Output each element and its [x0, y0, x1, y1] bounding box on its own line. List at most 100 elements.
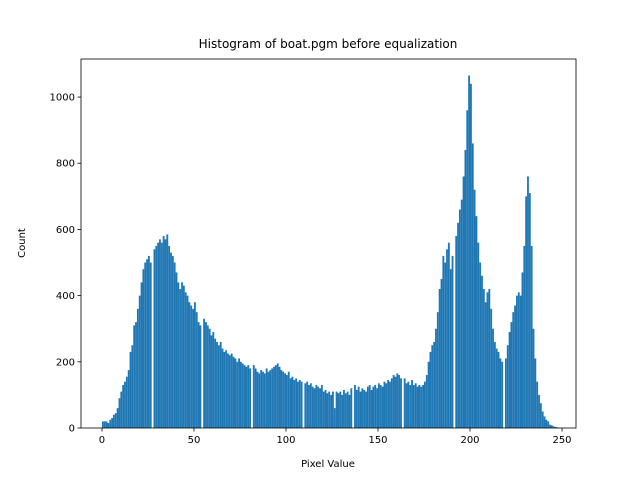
bar [113, 414, 115, 428]
bar [506, 345, 509, 428]
bar [438, 289, 441, 428]
bar [523, 245, 526, 428]
bar [142, 269, 145, 428]
bar [400, 378, 402, 428]
bar [416, 386, 419, 428]
bar [273, 366, 275, 428]
bar [219, 341, 222, 428]
bar [181, 282, 183, 428]
bar [333, 408, 336, 428]
bar [475, 216, 478, 428]
bar [427, 361, 430, 428]
bar [436, 312, 439, 428]
bar [160, 242, 163, 428]
bar [223, 351, 226, 428]
y-tick-label: 600 [56, 225, 75, 236]
bar [414, 383, 417, 428]
bar [116, 408, 119, 428]
chart-title: Histogram of boat.pgm before equalizatio… [199, 37, 458, 51]
bar [464, 150, 467, 428]
bar [155, 245, 158, 428]
bar [258, 373, 261, 428]
bar [170, 252, 172, 428]
bar [238, 358, 240, 428]
bar [280, 370, 283, 428]
x-tick-label: 0 [99, 435, 105, 446]
bar [539, 403, 542, 428]
bar [366, 386, 369, 428]
bar [376, 388, 378, 428]
bar [190, 305, 193, 428]
x-tick-label: 50 [188, 435, 201, 446]
bar [398, 375, 401, 428]
bar [164, 239, 167, 428]
bar [468, 75, 471, 428]
bar [256, 371, 259, 428]
bar [236, 361, 239, 428]
bar [319, 388, 321, 428]
bar [101, 421, 104, 428]
bar [205, 322, 207, 428]
bar [105, 421, 108, 428]
bar [159, 239, 161, 428]
bar [525, 196, 528, 428]
bar [146, 259, 148, 428]
bar [482, 289, 485, 428]
bar [418, 384, 421, 428]
bar [497, 351, 500, 428]
bar [308, 384, 310, 428]
bar [114, 413, 117, 428]
y-tick-label: 200 [56, 357, 75, 368]
bar [241, 363, 244, 428]
bar [127, 370, 130, 428]
bar [365, 391, 367, 428]
bar [457, 222, 459, 428]
bar [182, 285, 185, 428]
bar [291, 376, 294, 428]
bar [221, 348, 224, 428]
bar [516, 295, 518, 428]
bar [473, 189, 476, 428]
bar [488, 289, 491, 428]
bar [166, 234, 169, 428]
bar [175, 272, 178, 428]
bar [545, 419, 548, 428]
bar [339, 391, 342, 428]
bar [442, 255, 445, 428]
bar [493, 341, 496, 428]
bar [389, 381, 391, 428]
bar [230, 353, 233, 428]
bar [403, 378, 406, 428]
bar [136, 308, 139, 428]
bar [118, 398, 121, 428]
bar [263, 373, 266, 428]
bar [446, 249, 448, 428]
bar [346, 391, 349, 428]
bar [455, 236, 458, 428]
bar [378, 383, 380, 428]
bar [486, 292, 489, 428]
bar [262, 371, 264, 428]
x-tick-label: 200 [460, 435, 479, 446]
bar [484, 302, 487, 428]
bar [368, 384, 371, 428]
bar [390, 378, 393, 428]
bar [324, 389, 327, 428]
bar [374, 384, 377, 428]
bar [306, 381, 309, 428]
bar [517, 292, 520, 428]
bar [245, 366, 248, 428]
bar [232, 356, 235, 428]
bar [344, 393, 347, 428]
y-tick-label: 800 [56, 159, 75, 170]
bar [435, 328, 437, 428]
bar [549, 424, 551, 428]
bar [492, 328, 494, 428]
bar [534, 358, 537, 428]
bar [510, 322, 513, 428]
bar [149, 262, 152, 428]
bar [269, 370, 272, 428]
bar [335, 391, 338, 428]
bar [214, 338, 217, 428]
